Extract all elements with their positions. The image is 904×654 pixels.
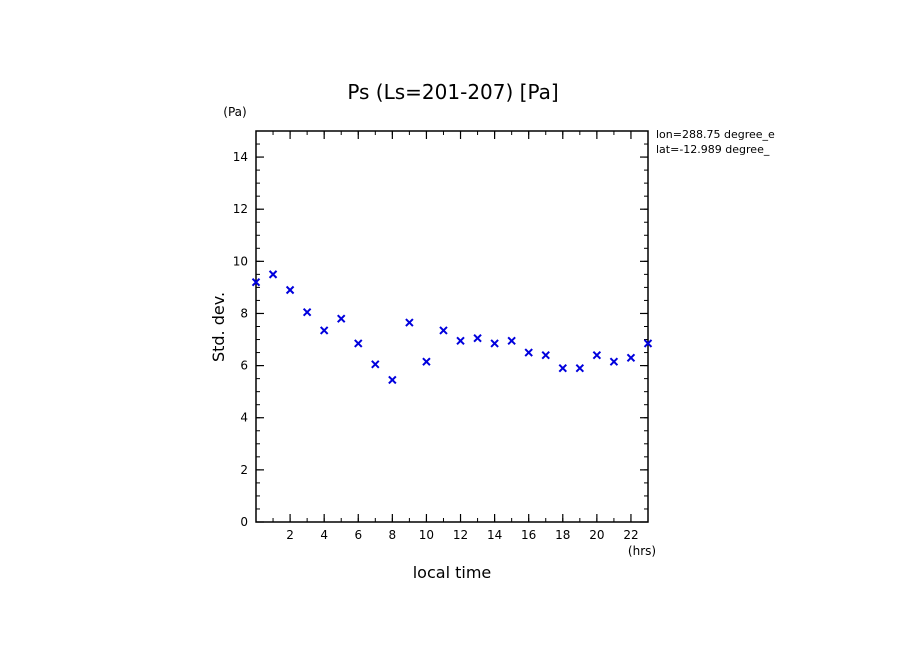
axis-tick-labels: 2 4 6 8 10 12 14 16 18 20 22 0 2 4 6 8 10 12 14 <box>233 150 639 542</box>
data-point <box>285 285 295 295</box>
data-point <box>388 375 397 385</box>
data-point <box>643 339 653 348</box>
x-tick-label: 4 <box>320 528 328 542</box>
y-tick-label: 6 <box>240 359 248 373</box>
plot-frame <box>255 130 649 523</box>
data-point <box>319 326 329 335</box>
data-point <box>507 336 516 346</box>
data-point <box>456 336 465 346</box>
data-point-stroke <box>439 326 448 335</box>
data-point <box>337 314 346 323</box>
data-point <box>405 318 414 327</box>
data-point-stroke <box>507 336 516 346</box>
data-point-stroke <box>592 350 602 360</box>
data-point <box>592 350 602 360</box>
data-point-stroke <box>626 353 636 362</box>
x-tick-label: 6 <box>354 528 362 542</box>
data-point <box>473 334 482 343</box>
x-tick-label: 2 <box>286 528 294 542</box>
data-points <box>251 270 653 385</box>
data-point <box>626 353 636 362</box>
data-point-stroke <box>456 336 465 346</box>
data-point <box>422 357 431 366</box>
data-point-stroke <box>405 318 414 327</box>
data-point-stroke <box>643 339 653 348</box>
chart-title: Ps (Ls=201-207) [Pa] <box>347 80 558 104</box>
x-tick-label: 16 <box>521 528 536 542</box>
data-point <box>302 307 312 317</box>
data-point-stroke <box>319 326 329 335</box>
x-tick-label: 22 <box>623 528 638 542</box>
x-axis-label: local time <box>413 563 492 582</box>
y-tick-label: 10 <box>233 254 248 268</box>
data-point <box>354 339 363 348</box>
y-axis-label: Std. dev. <box>209 292 228 362</box>
data-point <box>558 363 567 373</box>
x-tick-label: 8 <box>389 528 397 542</box>
x-tick-label: 10 <box>419 528 434 542</box>
y-tick-label: 12 <box>233 202 248 216</box>
data-point-stroke <box>354 339 363 348</box>
data-point-stroke <box>490 339 499 348</box>
data-point-stroke <box>337 314 346 323</box>
data-point-stroke <box>302 307 312 317</box>
annotation-lon: lon=288.75 degree_e <box>656 128 775 141</box>
data-point-stroke <box>422 357 431 366</box>
data-point <box>251 277 261 287</box>
data-point <box>439 326 448 335</box>
x-tick-label: 20 <box>589 528 604 542</box>
data-point-stroke <box>575 363 585 373</box>
data-point-stroke <box>609 357 619 366</box>
data-point-stroke <box>473 334 482 343</box>
x-tick-label: 14 <box>487 528 502 542</box>
data-point <box>268 270 278 279</box>
y-tick-label: 0 <box>240 515 248 529</box>
data-point <box>575 363 585 373</box>
data-point <box>371 360 380 369</box>
y-unit-label: (Pa) <box>223 105 246 119</box>
y-tick-label: 14 <box>233 150 248 164</box>
y-tick-label: 8 <box>240 306 248 320</box>
data-point-stroke <box>524 348 533 357</box>
data-point-stroke <box>268 270 278 279</box>
data-point <box>609 357 619 366</box>
annotation-lat: lat=-12.989 degree_ <box>656 143 770 156</box>
x-unit-label: (hrs) <box>628 544 656 558</box>
data-point-stroke <box>388 375 397 385</box>
data-point-stroke <box>251 277 261 287</box>
y-tick-label: 4 <box>240 411 248 425</box>
data-point-stroke <box>371 360 380 369</box>
data-point-stroke <box>285 285 295 295</box>
data-point <box>524 348 533 357</box>
data-point <box>490 339 499 348</box>
data-point-stroke <box>541 350 550 360</box>
x-tick-label: 18 <box>555 528 570 542</box>
data-point-stroke <box>558 363 567 373</box>
axis-ticks <box>255 130 649 523</box>
x-tick-label: 12 <box>453 528 468 542</box>
data-point <box>541 350 550 360</box>
y-tick-label: 2 <box>240 463 248 477</box>
